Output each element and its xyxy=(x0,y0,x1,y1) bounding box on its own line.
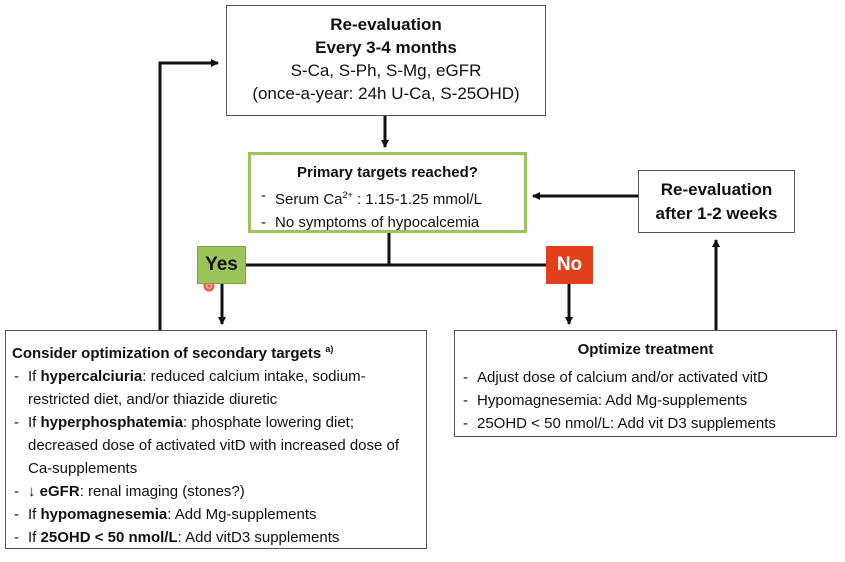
reevaluation-right-title: Re-evaluation xyxy=(660,180,773,199)
primary-targets-title: Primary targets reached? xyxy=(297,164,478,181)
primary-target-serum-ca: Serum Ca2+ : 1.15-1.25 mmol/L xyxy=(259,184,516,211)
secondary-item-hypomagnesemia: If hypomagnesemia: Add Mg-supplements xyxy=(12,503,420,526)
secondary-targets-title: Consider optimization of secondary targe… xyxy=(12,344,334,362)
reevaluation-right-box: Re-evaluation after 1-2 weeks xyxy=(638,170,795,233)
reevaluation-tests: S-Ca, S-Ph, S-Mg, eGFR xyxy=(290,61,482,80)
optimize-item-25ohd: 25OHD < 50 nmol/L: Add vit D3 supplement… xyxy=(461,412,830,435)
optimize-treatment-title: Optimize treatment xyxy=(577,341,714,358)
secondary-item-hyperphosphatemia: If hyperphosphatemia: phosphate lowering… xyxy=(12,411,420,480)
primary-targets-list: Serum Ca2+ : 1.15-1.25 mmol/L No symptom… xyxy=(259,184,516,234)
reevaluation-right-interval: after 1-2 weeks xyxy=(655,204,778,223)
optimize-treatment-list: Adjust dose of calcium and/or activated … xyxy=(461,366,830,435)
reevaluation-title: Re-evaluation xyxy=(330,15,442,34)
reevaluation-yearly-tests: (once-a-year: 24h U-Ca, S-25OHD) xyxy=(252,84,520,103)
optimize-item-hypomagnesemia: Hypomagnesemia: Add Mg-supplements xyxy=(461,389,830,412)
secondary-targets-box: Consider optimization of secondary targe… xyxy=(5,330,427,549)
optimize-treatment-box: Optimize treatment Adjust dose of calciu… xyxy=(454,330,837,437)
secondary-item-hypercalciuria: If hypercalciuria: reduced calcium intak… xyxy=(12,365,420,411)
primary-target-symptoms: No symptoms of hypocalcemia xyxy=(259,211,516,234)
arrow-loop-to-top xyxy=(158,59,219,330)
secondary-item-25ohd: If 25OHD < 50 nmol/L: Add vitD3 suppleme… xyxy=(12,526,420,549)
primary-targets-box: Primary targets reached? Serum Ca2+ : 1.… xyxy=(248,152,527,234)
secondary-targets-list: If hypercalciuria: reduced calcium intak… xyxy=(12,365,420,549)
secondary-item-egfr: ↓ eGFR: renal imaging (stones?) xyxy=(12,480,420,503)
optimize-item-dose: Adjust dose of calcium and/or activated … xyxy=(461,366,830,389)
yes-label: Yes xyxy=(197,246,246,284)
reevaluation-top-box: Re-evaluation Every 3-4 months S-Ca, S-P… xyxy=(226,5,546,116)
reevaluation-interval: Every 3-4 months xyxy=(315,38,457,57)
no-label: No xyxy=(546,246,593,284)
